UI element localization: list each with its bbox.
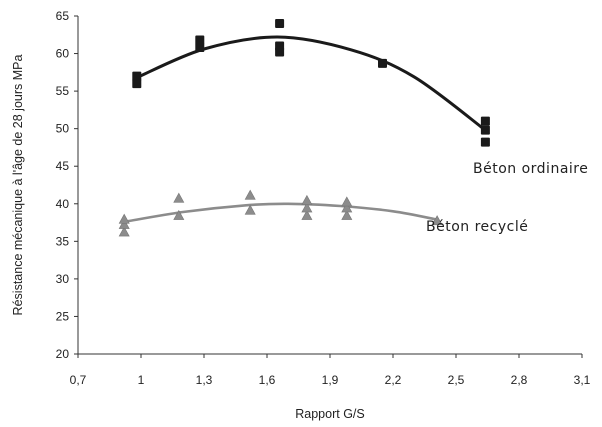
point-beton-recycle [118, 226, 130, 237]
x-tick-label: 3,1 [574, 373, 591, 387]
x-tick-label: 1,6 [259, 373, 276, 387]
x-tick-label: 2,8 [511, 373, 528, 387]
point-beton-recycle [173, 209, 185, 220]
x-tick-label: 1,3 [196, 373, 213, 387]
point-beton-recycle [244, 204, 256, 215]
point-beton-ordinaire [132, 79, 142, 89]
point-beton-recycle [341, 209, 353, 220]
point-beton-recycle [431, 215, 443, 226]
fit-curve-beton-ordinaire [135, 35, 487, 132]
y-tick-label: 25 [56, 309, 70, 323]
y-tick-label: 20 [56, 347, 70, 361]
point-beton-recycle [173, 192, 185, 203]
y-tick-label: 45 [56, 159, 70, 173]
series-label-beton-ordinaire: Béton ordinaire [473, 161, 588, 177]
x-axis-ticks: 0,7 1 1,3 1,6 1,9 2,2 2,5 2,8 3,1 [70, 354, 591, 387]
point-beton-ordinaire [480, 137, 490, 147]
data-points [118, 19, 490, 237]
x-tick-label: 0,7 [70, 373, 87, 387]
x-tick-label: 1 [138, 373, 145, 387]
y-tick-label: 50 [56, 122, 70, 136]
point-beton-ordinaire [275, 19, 285, 29]
y-tick-label: 65 [56, 9, 70, 23]
point-beton-recycle [244, 189, 256, 200]
point-beton-ordinaire [195, 35, 205, 45]
plot-area: 20 25 30 35 40 45 50 55 60 65 0,7 1 1,3 1,6 1,9 2,2 2,5… [56, 9, 591, 387]
series-label-beton-recycle: Béton recyclé [426, 219, 528, 235]
x-tick-label: 2,2 [385, 373, 402, 387]
point-beton-ordinaire [480, 116, 490, 126]
point-beton-recycle [301, 194, 313, 205]
y-tick-label: 30 [56, 272, 70, 286]
y-tick-label: 35 [56, 234, 70, 248]
y-tick-label: 55 [56, 84, 70, 98]
point-beton-recycle [301, 202, 313, 213]
x-tick-label: 2,5 [448, 373, 465, 387]
point-beton-ordinaire [480, 125, 490, 135]
point-beton-ordinaire [132, 71, 142, 81]
point-beton-recycle [341, 202, 353, 213]
point-beton-ordinaire [195, 43, 205, 53]
x-tick-label: 1,9 [322, 373, 339, 387]
y-tick-label: 40 [56, 197, 70, 211]
point-beton-recycle [341, 196, 353, 207]
y-axis-title: Résistance mécanique à l'âge de 28 jours… [11, 55, 25, 316]
y-axis-ticks: 20 25 30 35 40 45 50 55 60 65 [56, 9, 78, 361]
x-axis-title: Rapport G/S [295, 407, 364, 421]
point-beton-ordinaire [275, 41, 285, 51]
point-beton-recycle [301, 209, 313, 220]
point-beton-recycle [118, 213, 130, 224]
y-tick-label: 60 [56, 47, 70, 61]
point-beton-ordinaire [378, 58, 387, 68]
fit-curve-beton-recycle [122, 202, 439, 224]
point-beton-recycle [118, 218, 130, 229]
